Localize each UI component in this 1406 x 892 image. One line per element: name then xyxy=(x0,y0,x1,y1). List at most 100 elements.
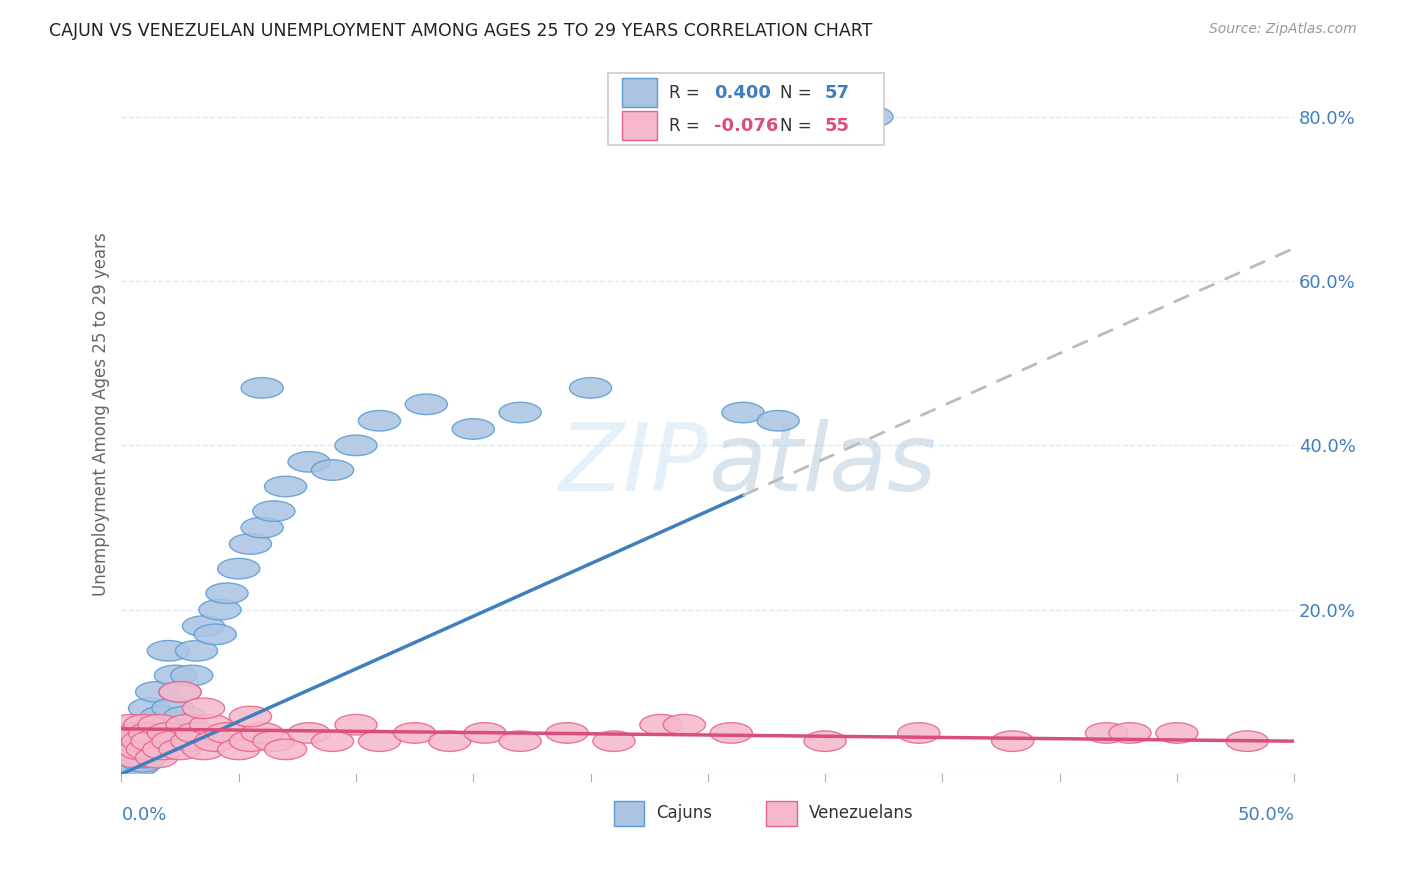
Ellipse shape xyxy=(253,731,295,751)
Ellipse shape xyxy=(148,714,190,735)
Ellipse shape xyxy=(117,723,159,743)
Ellipse shape xyxy=(499,731,541,751)
Ellipse shape xyxy=(194,624,236,645)
Ellipse shape xyxy=(155,665,197,686)
Ellipse shape xyxy=(105,739,148,760)
Ellipse shape xyxy=(152,698,194,719)
Bar xyxy=(623,112,658,140)
Ellipse shape xyxy=(170,731,212,751)
Ellipse shape xyxy=(229,533,271,554)
Ellipse shape xyxy=(288,451,330,472)
Text: 0.0%: 0.0% xyxy=(121,806,167,824)
Ellipse shape xyxy=(107,739,149,760)
Ellipse shape xyxy=(183,698,225,719)
Ellipse shape xyxy=(135,739,177,760)
Ellipse shape xyxy=(453,418,495,439)
Ellipse shape xyxy=(183,739,225,760)
Ellipse shape xyxy=(120,739,162,760)
Ellipse shape xyxy=(112,756,155,776)
Ellipse shape xyxy=(120,747,162,768)
Ellipse shape xyxy=(135,747,177,768)
Ellipse shape xyxy=(148,723,190,743)
Text: R =: R = xyxy=(669,117,704,135)
Ellipse shape xyxy=(120,723,162,743)
Ellipse shape xyxy=(131,723,173,743)
Text: 57: 57 xyxy=(825,84,851,102)
Ellipse shape xyxy=(499,402,541,423)
Ellipse shape xyxy=(114,747,156,768)
Ellipse shape xyxy=(121,731,163,751)
Ellipse shape xyxy=(756,410,799,431)
Ellipse shape xyxy=(851,106,893,127)
Ellipse shape xyxy=(240,377,283,398)
Ellipse shape xyxy=(593,731,636,751)
Text: 0.400: 0.400 xyxy=(714,84,770,102)
Ellipse shape xyxy=(311,459,354,480)
Bar xyxy=(623,78,658,107)
Ellipse shape xyxy=(335,435,377,456)
Ellipse shape xyxy=(264,476,307,497)
Ellipse shape xyxy=(546,723,588,743)
Ellipse shape xyxy=(335,714,377,735)
Bar xyxy=(766,801,797,826)
Text: Cajuns: Cajuns xyxy=(657,805,713,822)
Ellipse shape xyxy=(240,517,283,538)
Ellipse shape xyxy=(148,640,190,661)
Ellipse shape xyxy=(103,756,145,776)
Ellipse shape xyxy=(170,665,212,686)
Ellipse shape xyxy=(159,681,201,702)
Ellipse shape xyxy=(190,714,232,735)
Ellipse shape xyxy=(394,723,436,743)
Ellipse shape xyxy=(114,747,156,768)
Text: Source: ZipAtlas.com: Source: ZipAtlas.com xyxy=(1209,22,1357,37)
Ellipse shape xyxy=(183,615,225,636)
Ellipse shape xyxy=(124,714,166,735)
Ellipse shape xyxy=(1156,723,1198,743)
Y-axis label: Unemployment Among Ages 25 to 29 years: Unemployment Among Ages 25 to 29 years xyxy=(93,233,110,597)
Ellipse shape xyxy=(664,714,706,735)
Ellipse shape xyxy=(138,714,180,735)
Ellipse shape xyxy=(128,723,170,743)
FancyBboxPatch shape xyxy=(609,73,884,145)
Ellipse shape xyxy=(640,714,682,735)
Ellipse shape xyxy=(110,714,152,735)
Ellipse shape xyxy=(112,751,155,772)
Ellipse shape xyxy=(218,739,260,760)
Ellipse shape xyxy=(898,723,941,743)
Ellipse shape xyxy=(429,731,471,751)
Ellipse shape xyxy=(288,723,330,743)
Ellipse shape xyxy=(114,739,156,760)
Ellipse shape xyxy=(1226,731,1268,751)
Ellipse shape xyxy=(176,723,218,743)
Ellipse shape xyxy=(110,739,152,760)
Ellipse shape xyxy=(131,731,173,751)
Ellipse shape xyxy=(166,714,208,735)
Ellipse shape xyxy=(138,723,180,743)
Ellipse shape xyxy=(128,731,170,751)
Ellipse shape xyxy=(194,731,236,751)
Ellipse shape xyxy=(159,739,201,760)
Ellipse shape xyxy=(229,706,271,727)
Ellipse shape xyxy=(176,640,218,661)
Text: 55: 55 xyxy=(825,117,851,135)
Ellipse shape xyxy=(205,723,247,743)
Ellipse shape xyxy=(110,756,152,776)
Ellipse shape xyxy=(110,747,152,768)
Text: 50.0%: 50.0% xyxy=(1237,806,1294,824)
Ellipse shape xyxy=(117,731,159,751)
Ellipse shape xyxy=(198,599,240,620)
Ellipse shape xyxy=(152,731,194,751)
Text: CAJUN VS VENEZUELAN UNEMPLOYMENT AMONG AGES 25 TO 29 YEARS CORRELATION CHART: CAJUN VS VENEZUELAN UNEMPLOYMENT AMONG A… xyxy=(49,22,873,40)
Ellipse shape xyxy=(229,731,271,751)
Ellipse shape xyxy=(112,743,155,764)
Ellipse shape xyxy=(120,739,162,760)
Ellipse shape xyxy=(121,751,163,772)
Text: N =: N = xyxy=(780,84,817,102)
Text: ZIP: ZIP xyxy=(558,419,707,510)
Ellipse shape xyxy=(1085,723,1128,743)
Ellipse shape xyxy=(991,731,1033,751)
Ellipse shape xyxy=(205,583,247,604)
Ellipse shape xyxy=(105,747,148,768)
Ellipse shape xyxy=(117,756,159,776)
Ellipse shape xyxy=(142,739,184,760)
